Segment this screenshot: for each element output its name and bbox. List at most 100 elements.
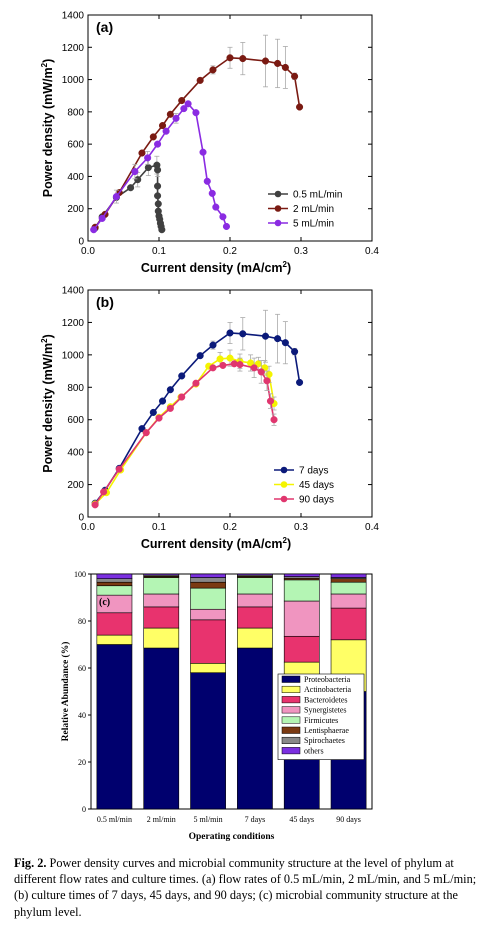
data-point	[281, 339, 289, 347]
y-tick-label: 600	[67, 140, 84, 151]
legend-label: Firmicutes	[304, 716, 338, 725]
legend-label: 45 days	[299, 480, 334, 491]
data-point	[226, 354, 234, 362]
legend-swatch	[281, 675, 301, 683]
bar-segment	[143, 573, 180, 576]
bar-segment	[190, 587, 226, 610]
legend-marker	[274, 219, 282, 227]
data-point	[209, 364, 217, 372]
x-tick-label: 0.0	[81, 246, 95, 257]
bar-segment	[330, 581, 367, 595]
y-axis-title: Power density (mW/m2)	[40, 334, 55, 473]
bar-segment	[143, 647, 180, 810]
legend-marker	[280, 466, 288, 474]
data-point	[166, 386, 174, 394]
bar-segment	[190, 619, 226, 664]
series-0: 7 days	[91, 309, 328, 507]
caption-label: Fig. 2.	[14, 856, 47, 870]
figure-caption: Fig. 2. Power density curves and microbi…	[14, 855, 482, 920]
y-tick-label: 1000	[62, 350, 85, 361]
data-point	[90, 226, 98, 234]
bar-segment	[330, 607, 367, 641]
data-point	[158, 226, 166, 234]
legend-label: 5 mL/min	[293, 219, 334, 230]
bar-segment	[190, 577, 226, 583]
x-tick-label: 2 ml/min	[147, 815, 176, 824]
legend-swatch	[281, 706, 301, 714]
legend-marker	[280, 481, 288, 488]
data-point	[159, 397, 167, 405]
x-tick-label: 0.3	[294, 522, 308, 533]
data-point	[236, 361, 244, 369]
bar-segment	[190, 608, 226, 621]
bar-segment	[143, 627, 180, 649]
legend-label: 0.5 mL/min	[293, 190, 342, 201]
data-point	[226, 329, 234, 337]
bar-segment	[330, 573, 367, 578]
data-point	[219, 361, 227, 369]
data-point	[261, 57, 270, 65]
data-point	[154, 192, 162, 200]
x-axis-title: Operating conditions	[189, 832, 275, 842]
x-tick-label: 0.4	[365, 522, 379, 533]
y-tick-label: 1200	[62, 43, 85, 54]
x-tick-label: 0.2	[223, 522, 237, 533]
y-tick-label: 0	[78, 237, 84, 248]
data-point	[219, 213, 227, 221]
data-point	[196, 76, 204, 84]
plot-frame	[90, 573, 373, 810]
bar-segment	[143, 593, 180, 608]
data-point	[98, 214, 106, 222]
y-tick-label: 200	[67, 480, 84, 491]
bar-segment	[96, 581, 133, 587]
data-point	[196, 352, 204, 360]
data-point	[178, 393, 186, 401]
y-tick-label: 400	[67, 172, 84, 183]
data-point	[291, 72, 299, 80]
legend-label: 2 mL/min	[293, 204, 334, 215]
data-point	[208, 189, 216, 197]
chart-panel-0: 0 200 400 600 800 1000 1200 1400 0.0 0.1 0.2 0.3 0.4…	[40, 11, 379, 276]
legend: ProteobacteriaActinobacteriaBacteroidete…	[277, 673, 365, 760]
legend-label: Proteobacteria	[304, 675, 351, 684]
data-point	[296, 103, 304, 111]
legend-label: Spirochaetes	[304, 736, 345, 745]
data-point	[281, 63, 289, 72]
y-tick-label: 1400	[62, 11, 85, 22]
x-tick-label: 0.5 ml/min	[97, 815, 132, 824]
y-tick-label: 20	[78, 758, 86, 767]
legend-label: Synergistetes	[304, 706, 347, 715]
bar-segment	[237, 606, 273, 629]
data-point	[91, 501, 99, 509]
bar-segment	[96, 585, 133, 596]
y-tick-label: 600	[67, 415, 84, 426]
bar-segment	[96, 634, 133, 645]
legend-label: others	[304, 746, 324, 755]
legend-swatch	[281, 685, 301, 693]
bar-segment	[237, 627, 273, 649]
data-point	[209, 341, 217, 349]
data-point	[134, 176, 142, 184]
legend-marker	[274, 190, 282, 198]
x-tick-label: 45 days	[289, 815, 314, 824]
data-point	[270, 416, 278, 424]
data-point	[115, 465, 123, 473]
data-point	[203, 177, 211, 185]
bar-segment	[237, 577, 273, 595]
x-tick-label: 0.4	[365, 246, 379, 257]
data-point	[154, 182, 162, 190]
caption-text: Power density curves and microbial commu…	[14, 856, 477, 919]
y-tick-label: 1200	[62, 318, 85, 329]
x-tick-label: 0.3	[294, 246, 308, 257]
legend-swatch	[281, 696, 301, 704]
legend-label: Bacteroidetes	[304, 695, 348, 704]
data-point	[127, 184, 135, 192]
data-point	[180, 105, 188, 113]
y-tick-label: 100	[74, 570, 86, 579]
y-tick-label: 60	[78, 664, 86, 673]
data-point	[154, 166, 162, 174]
y-tick-label: 200	[67, 204, 84, 215]
y-tick-label: 1000	[62, 75, 85, 86]
bar-segment	[143, 606, 180, 629]
data-point	[239, 330, 247, 338]
